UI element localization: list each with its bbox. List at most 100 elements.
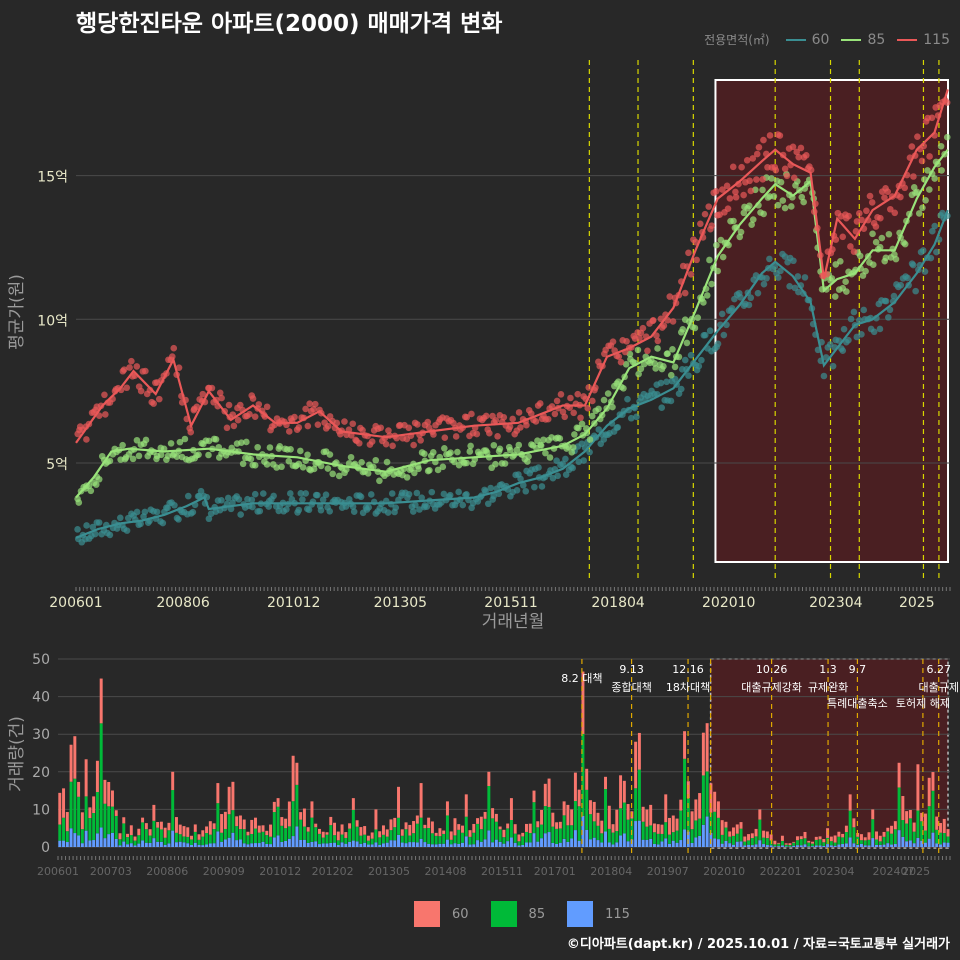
price-point-85 (919, 204, 926, 212)
volume-bar-115 (445, 839, 449, 847)
volume-bar-115 (509, 837, 513, 847)
volume-bar-60 (231, 781, 235, 811)
price-point-60 (929, 227, 936, 235)
volume-bar-85 (675, 830, 679, 843)
price-point-60 (405, 490, 413, 498)
volume-bar-60 (434, 832, 438, 836)
price-point-115 (314, 421, 322, 428)
volume-bar-60 (340, 824, 344, 835)
volume-bar-60 (908, 809, 912, 819)
volume-bar-60 (442, 830, 446, 834)
price-point-115 (726, 195, 734, 202)
price-point-115 (891, 209, 899, 217)
price-point-85 (133, 436, 141, 444)
price-point-85 (634, 346, 642, 354)
volume-bar-115 (649, 838, 653, 847)
price-point-85 (578, 420, 586, 428)
volume-bar-85 (404, 829, 408, 844)
price-point-60 (283, 506, 290, 513)
price-point-60 (562, 455, 569, 463)
price-point-60 (487, 484, 494, 492)
volume-bar-115 (329, 842, 333, 847)
volume-bar-115 (122, 841, 126, 847)
price-point-60 (133, 508, 141, 516)
volume-legend-item-115: 115 (567, 901, 630, 927)
volume-bar-60 (457, 824, 461, 830)
volume-bar-115 (581, 815, 585, 847)
volume-bar-115 (848, 837, 852, 847)
legend-item-60: 60 (785, 32, 829, 48)
price-point-115 (776, 132, 784, 139)
volume-bar-115 (404, 843, 408, 847)
volume-bar-60 (671, 815, 675, 833)
volume-bar-85 (494, 821, 498, 840)
volume-bar-85 (931, 790, 935, 833)
volume-bar-85 (77, 796, 81, 836)
price-point-60 (248, 496, 256, 504)
volume-y-tick-label: 20 (32, 765, 50, 781)
volume-x-tick-label: 200806 (146, 865, 188, 878)
volume-bar-60 (167, 822, 171, 831)
volume-bar-60 (859, 834, 863, 841)
volume-bar-115 (890, 844, 894, 847)
volume-bar-60 (397, 786, 400, 818)
volume-bar-115 (878, 844, 882, 847)
volume-bar-60 (329, 816, 333, 826)
price-point-60 (927, 254, 935, 262)
price-point-115 (500, 413, 508, 421)
price-point-60 (314, 491, 321, 499)
volume-bar-60 (871, 809, 875, 820)
volume-bar-85 (216, 803, 220, 832)
volume-bar-85 (114, 815, 118, 839)
price-point-60 (418, 494, 425, 501)
price-point-60 (522, 487, 530, 495)
volume-bar-85 (351, 809, 355, 841)
volume-bar-85 (208, 834, 212, 844)
price-point-115 (687, 270, 695, 278)
volume-bar-60 (152, 804, 156, 821)
volume-bar-115 (197, 844, 201, 847)
price-point-60 (184, 492, 192, 500)
volume-bar-85 (615, 831, 619, 843)
price-point-60 (322, 491, 330, 499)
price-point-85 (466, 448, 474, 455)
volume-x-tick-label: 2025 (902, 865, 930, 878)
price-point-60 (392, 504, 400, 511)
volume-bar-115 (577, 840, 581, 847)
price-point-85 (243, 438, 250, 446)
volume-bar-85 (442, 833, 446, 844)
volume-bar-60 (95, 760, 99, 793)
volume-bar-115 (942, 842, 946, 847)
volume-bar-115 (227, 837, 231, 847)
volume-bar-60 (242, 819, 246, 830)
price-point-115 (168, 353, 176, 360)
volume-bar-60 (829, 836, 833, 842)
price-point-60 (224, 494, 232, 502)
volume-bar-60 (133, 836, 137, 841)
volume-bar-115 (939, 844, 942, 847)
volume-bar-115 (600, 842, 604, 847)
volume-bar-60 (126, 833, 130, 838)
price-point-60 (658, 404, 666, 412)
volume-bar-115 (400, 842, 404, 847)
price-point-85 (496, 445, 504, 453)
volume-bar-85 (566, 825, 570, 842)
price-point-115 (584, 404, 592, 412)
volume-bar-115 (287, 838, 291, 847)
volume-bar-115 (321, 843, 325, 847)
price-point-115 (705, 203, 713, 210)
volume-bar-85 (171, 790, 175, 831)
price-point-85 (467, 442, 474, 450)
price-point-85 (770, 192, 778, 200)
volume-bar-60 (634, 741, 638, 789)
volume-bar-85 (110, 806, 114, 833)
price-point-60 (695, 362, 703, 370)
volume-bar-85 (250, 833, 254, 844)
volume-bar-85 (619, 808, 623, 836)
volume-bar-85 (430, 833, 434, 845)
volume-bar-115 (468, 844, 472, 847)
price-point-60 (440, 490, 448, 498)
volume-bar-115 (408, 842, 412, 847)
volume-bar-60 (615, 809, 619, 832)
price-point-60 (820, 372, 828, 380)
